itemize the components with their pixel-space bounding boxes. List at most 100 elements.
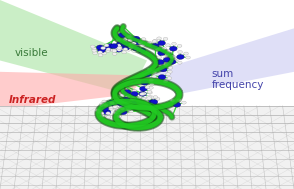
- Circle shape: [122, 97, 130, 102]
- Circle shape: [125, 99, 130, 102]
- Circle shape: [103, 108, 108, 111]
- Circle shape: [148, 86, 153, 89]
- Circle shape: [155, 47, 160, 50]
- Circle shape: [119, 105, 127, 110]
- Circle shape: [138, 48, 146, 53]
- FancyBboxPatch shape: [0, 106, 294, 189]
- Circle shape: [176, 57, 180, 60]
- Circle shape: [117, 41, 124, 46]
- Circle shape: [149, 96, 154, 99]
- Circle shape: [141, 97, 146, 100]
- Circle shape: [166, 50, 171, 53]
- Circle shape: [168, 66, 173, 69]
- Circle shape: [117, 115, 121, 118]
- Circle shape: [178, 50, 182, 53]
- Circle shape: [147, 90, 152, 93]
- Circle shape: [141, 92, 146, 95]
- Circle shape: [122, 51, 126, 54]
- Circle shape: [126, 48, 131, 51]
- Circle shape: [116, 38, 121, 41]
- Polygon shape: [0, 72, 147, 110]
- Circle shape: [129, 101, 137, 106]
- Circle shape: [118, 33, 126, 38]
- Circle shape: [177, 44, 182, 47]
- Circle shape: [143, 98, 148, 101]
- Circle shape: [156, 60, 164, 65]
- Circle shape: [109, 106, 113, 109]
- Circle shape: [123, 41, 128, 44]
- Circle shape: [159, 41, 163, 44]
- Circle shape: [118, 43, 123, 46]
- Circle shape: [131, 97, 136, 100]
- Circle shape: [123, 38, 127, 41]
- Circle shape: [170, 99, 175, 102]
- Circle shape: [92, 49, 97, 52]
- Circle shape: [132, 89, 137, 92]
- Circle shape: [138, 41, 143, 44]
- Circle shape: [110, 44, 118, 49]
- Circle shape: [126, 108, 131, 111]
- Circle shape: [163, 57, 168, 60]
- Circle shape: [148, 91, 152, 94]
- Circle shape: [113, 105, 118, 108]
- Circle shape: [109, 107, 113, 110]
- Circle shape: [126, 106, 130, 109]
- Circle shape: [155, 97, 160, 100]
- Circle shape: [117, 46, 122, 50]
- Circle shape: [114, 46, 119, 49]
- Circle shape: [153, 96, 158, 99]
- Circle shape: [150, 99, 158, 104]
- Circle shape: [106, 115, 111, 119]
- Circle shape: [163, 57, 171, 62]
- Circle shape: [133, 40, 141, 45]
- Circle shape: [102, 52, 106, 55]
- Circle shape: [118, 48, 123, 51]
- Circle shape: [120, 107, 125, 110]
- Circle shape: [121, 42, 128, 47]
- Circle shape: [128, 44, 133, 47]
- Circle shape: [186, 56, 191, 59]
- Circle shape: [147, 41, 152, 44]
- Circle shape: [106, 103, 113, 108]
- Text: visible: visible: [15, 48, 48, 58]
- Circle shape: [147, 68, 152, 71]
- Circle shape: [131, 97, 135, 100]
- Circle shape: [131, 91, 138, 96]
- Circle shape: [116, 97, 121, 100]
- Circle shape: [123, 90, 131, 94]
- Circle shape: [120, 47, 125, 50]
- Circle shape: [128, 39, 132, 42]
- Circle shape: [172, 42, 176, 45]
- Circle shape: [97, 111, 102, 114]
- Circle shape: [100, 104, 104, 107]
- Circle shape: [173, 102, 181, 107]
- Circle shape: [95, 109, 100, 112]
- Circle shape: [148, 100, 156, 105]
- Circle shape: [132, 105, 139, 110]
- Circle shape: [132, 36, 140, 41]
- Circle shape: [131, 106, 136, 109]
- Circle shape: [103, 104, 108, 107]
- Circle shape: [177, 61, 182, 64]
- Circle shape: [110, 101, 115, 105]
- Circle shape: [133, 42, 138, 45]
- Circle shape: [167, 77, 172, 80]
- Circle shape: [166, 61, 170, 64]
- Circle shape: [157, 56, 162, 59]
- Circle shape: [101, 106, 109, 111]
- Polygon shape: [0, 0, 147, 94]
- Circle shape: [112, 52, 117, 55]
- Circle shape: [145, 86, 150, 89]
- Circle shape: [127, 35, 132, 38]
- Circle shape: [102, 100, 107, 103]
- Circle shape: [170, 55, 174, 58]
- Circle shape: [165, 53, 169, 57]
- Circle shape: [106, 112, 111, 115]
- Circle shape: [158, 51, 165, 56]
- Circle shape: [177, 54, 184, 59]
- Circle shape: [128, 110, 133, 113]
- Circle shape: [139, 91, 146, 96]
- Circle shape: [172, 59, 177, 62]
- Circle shape: [112, 50, 117, 53]
- Circle shape: [153, 39, 158, 42]
